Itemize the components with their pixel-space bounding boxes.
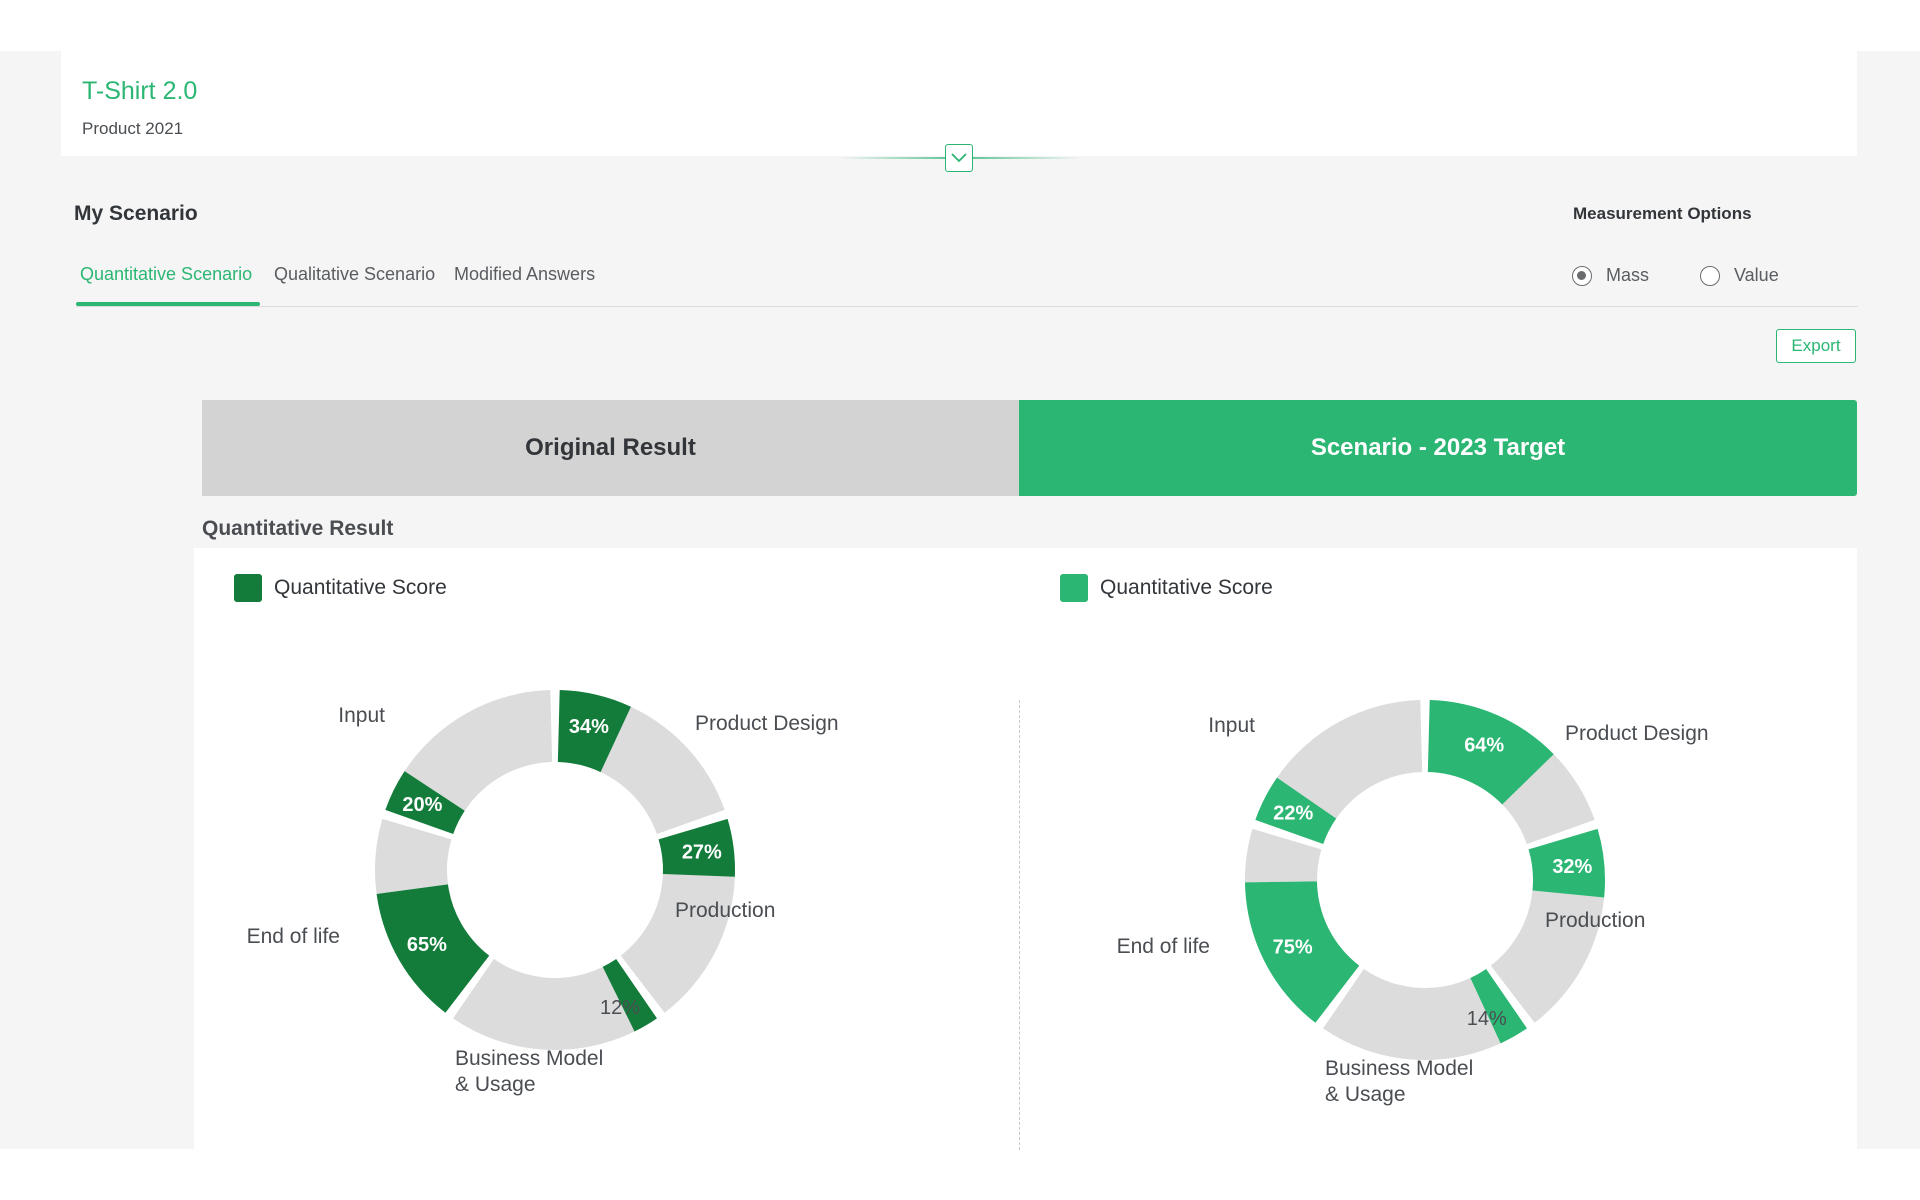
donut-segment-remainder [1245,828,1322,883]
donut-percent-label: 27% [682,841,722,863]
radio-mass-label: Mass [1606,265,1650,285]
scenario-target-toggle[interactable]: Scenario - 2023 Target [1019,400,1857,496]
legend-swatch [1060,574,1088,602]
radio-mass[interactable]: Mass [1572,265,1649,286]
donut-category-label: Business Model & Usage [1325,1057,1473,1106]
donut-segment-score[interactable] [385,771,465,834]
legend-swatch [234,574,262,602]
donut-segment-remainder [620,874,735,1013]
radio-unselected-icon [1700,265,1720,286]
tab-modified-answers[interactable]: Modified Answers [454,264,596,284]
measurement-options-title: Measurement Options [1573,204,1752,223]
donut-percent-label: 22% [1273,803,1313,825]
legend-label: Quantitative Score [1100,576,1273,599]
export-button[interactable]: Export [1776,329,1856,363]
donut-segment-remainder [1276,700,1423,819]
donut-segment-score[interactable] [1470,969,1527,1044]
donut-segment-remainder [1490,890,1605,1023]
product-title: T-Shirt 2.0 [82,77,198,105]
radio-value[interactable]: Value [1700,265,1779,286]
donut-segment-remainder [404,690,553,811]
section-title: My Scenario [74,202,198,225]
tab-qualitative-scenario[interactable]: Qualitative Scenario [274,264,436,284]
donut-category-label: Product Design [695,712,839,735]
donut-segment-remainder [375,818,452,894]
donut-percent-label: 20% [402,794,442,816]
donut-segment-remainder [1502,754,1595,844]
chevron-down-icon [951,153,967,163]
donut-category-label: Business Model & Usage [455,1047,603,1096]
donut-percent-label: 34% [569,716,609,738]
donut-percent-label: 12% [600,997,640,1019]
donut-percent-label: 75% [1273,936,1313,958]
active-tab-indicator [76,302,260,306]
donut-segment-score[interactable] [376,884,490,1013]
collapse-header-button[interactable] [945,144,973,172]
donut-category-label: Production [675,899,775,922]
donut-percent-label: 14% [1467,1008,1507,1030]
donut-segment-score[interactable] [1245,881,1360,1023]
legend-original: Quantitative Score [234,574,447,602]
donut-segment-score[interactable] [1528,828,1605,898]
tab-quantitative-scenario[interactable]: Quantitative Scenario [80,264,253,284]
donut-segment-remainder [453,959,635,1050]
donut-category-label: End of life [1117,935,1210,958]
donut-category-label: Product Design [1565,722,1709,745]
donut-category-label: End of life [247,925,340,948]
donut-category-label: Production [1545,909,1645,932]
donut-segment-score[interactable] [658,818,735,877]
donut-segment-remainder [600,706,725,834]
legend-label: Quantitative Score [274,576,447,599]
chart-divider [1019,700,1020,1150]
donut-category-label: Input [338,704,385,727]
donut-percent-label: 32% [1552,856,1592,878]
radio-value-label: Value [1734,265,1779,285]
donut-segment-score[interactable] [557,690,631,773]
donut-chart-original: 34% Product Design 27% Production 12% Busines… [247,690,839,1096]
donut-segment-score[interactable] [1427,700,1554,805]
original-result-toggle[interactable]: Original Result [202,400,1019,496]
donut-segment-score[interactable] [1255,777,1337,844]
legend-scenario: Quantitative Score [1060,574,1273,602]
donut-percent-label: 64% [1464,734,1504,756]
tabs-divider [76,306,1858,307]
donut-chart-scenario: 64% Product Design 32% Production 14% Busines… [1117,700,1709,1106]
product-subtitle: Product 2021 [82,119,184,138]
result-title: Quantitative Result [202,517,394,540]
donut-category-label: Input [1208,714,1255,737]
donut-segment-remainder [1323,969,1501,1060]
object-header: T-Shirt 2.0 Product 2021 [61,51,1857,156]
donut-percent-label: 65% [407,934,447,956]
donut-segment-score[interactable] [602,959,657,1032]
radio-selected-icon [1572,265,1592,286]
